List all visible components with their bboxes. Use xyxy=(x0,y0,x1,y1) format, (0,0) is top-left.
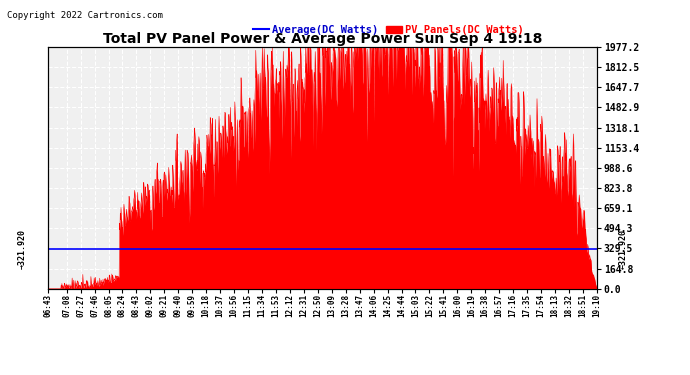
Text: →321.920: →321.920 xyxy=(17,230,26,269)
Text: ←321.920: ←321.920 xyxy=(619,230,628,269)
Legend: Average(DC Watts), PV Panels(DC Watts): Average(DC Watts), PV Panels(DC Watts) xyxy=(249,21,528,39)
Title: Total PV Panel Power & Average Power Sun Sep 4 19:18: Total PV Panel Power & Average Power Sun… xyxy=(103,32,542,46)
Text: Copyright 2022 Cartronics.com: Copyright 2022 Cartronics.com xyxy=(7,11,163,20)
